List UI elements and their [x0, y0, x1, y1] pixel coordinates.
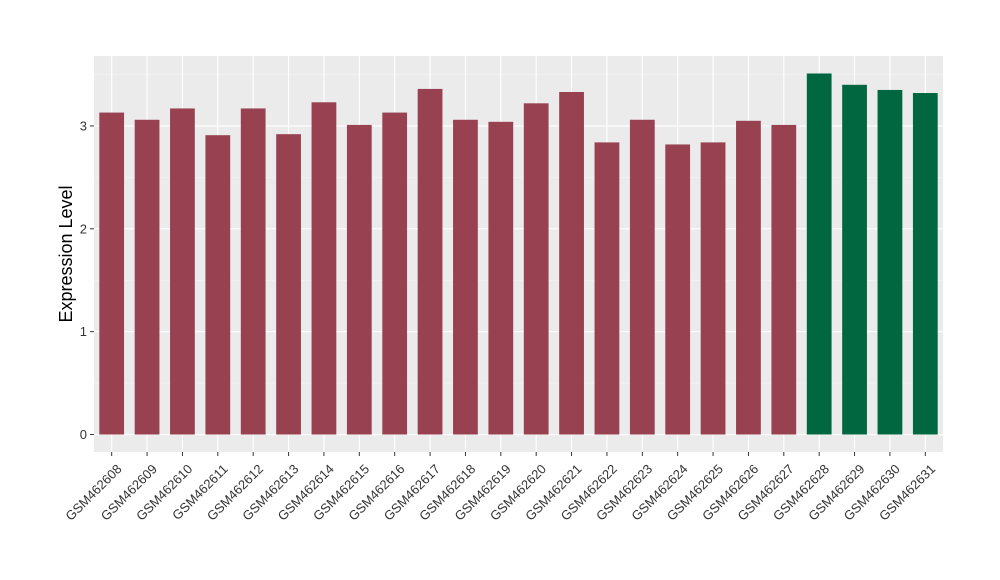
bar-GSM462611: [205, 135, 231, 435]
bar-GSM462630: [877, 89, 903, 435]
bar-GSM462622: [594, 142, 620, 435]
y-tick-label: 2: [80, 221, 87, 236]
bar-GSM462613: [276, 134, 301, 435]
y-axis-title: Expression Level: [56, 185, 76, 322]
bar-GSM462631: [912, 93, 938, 435]
bar-GSM462614: [311, 102, 337, 435]
bar-GSM462617: [417, 88, 443, 435]
bar-GSM462609: [134, 119, 160, 435]
bar-GSM462626: [736, 120, 761, 435]
bar-GSM462625: [700, 142, 726, 435]
x-axis: GSM462608GSM462609GSM462610GSM462611GSM4…: [62, 452, 938, 524]
y-tick-label: 3: [80, 118, 87, 133]
minor-gridlines: [94, 74, 943, 384]
bar-GSM462608: [99, 112, 125, 435]
bar-GSM462612: [240, 108, 266, 435]
bar-GSM462610: [170, 108, 195, 435]
bar-GSM462620: [523, 103, 549, 435]
bar-GSM462621: [559, 92, 584, 435]
y-tick-label: 0: [80, 427, 87, 442]
y-axis: 0 1 2 3: [80, 118, 94, 442]
bar-GSM462628: [806, 73, 832, 435]
bar-GSM462616: [382, 112, 408, 435]
plot-panel: [94, 56, 943, 452]
bar-GSM462629: [842, 84, 867, 435]
bar-GSM462624: [665, 144, 691, 435]
bar-GSM462615: [346, 124, 372, 435]
bar-GSM462623: [629, 119, 655, 435]
bar-GSM462627: [771, 124, 797, 435]
bars: [99, 73, 938, 435]
y-tick-label: 1: [80, 324, 87, 339]
bar-GSM462618: [453, 119, 478, 435]
bar-GSM462619: [488, 121, 514, 435]
